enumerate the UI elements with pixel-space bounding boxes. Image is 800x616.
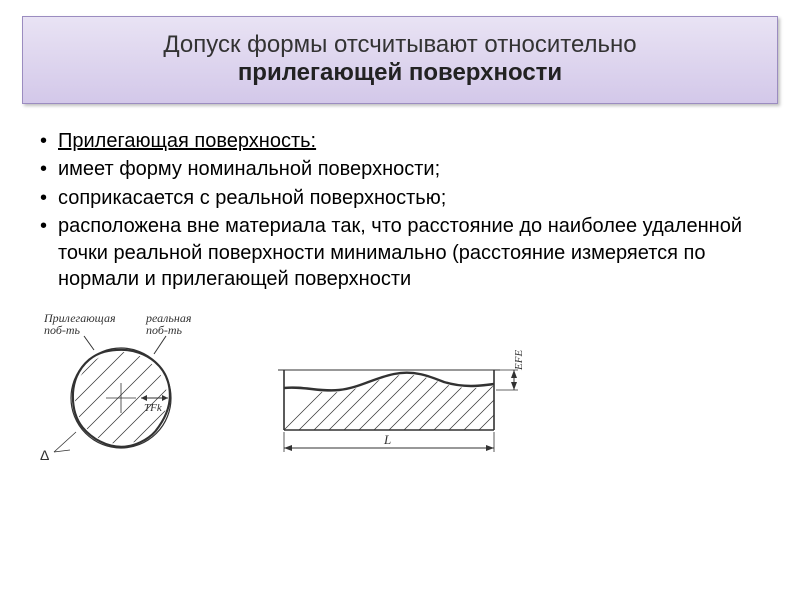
list-item-text: имеет форму номинальной поверхности;	[58, 158, 440, 180]
label-efe: EFE	[513, 350, 525, 371]
bullet-list-container: Прилегающая поверхность: имеет форму ном…	[0, 104, 800, 292]
list-item: соприкасается с реальной поверхностью;	[36, 185, 764, 211]
bullet-list: Прилегающая поверхность: имеет форму ном…	[36, 128, 764, 292]
label-length: L	[383, 432, 391, 447]
title-banner: Допуск формы отсчитывают относительно пр…	[22, 16, 778, 104]
label-adjacent-surface-2: поб-ть	[44, 323, 81, 337]
circle-diagram: Прилегающая поб-ть реальная поб-ть	[36, 310, 246, 470]
profile-diagram: L EFE	[264, 310, 554, 470]
title-line-1: Допуск формы отсчитывают относительно	[35, 31, 765, 59]
list-item: Прилегающая поверхность:	[36, 128, 764, 154]
list-item-text: расположена вне материала так, что расст…	[58, 215, 742, 290]
list-item: имеет форму номинальной поверхности;	[36, 156, 764, 182]
diagram-container: Прилегающая поб-ть реальная поб-ть	[0, 310, 800, 470]
list-item-text: соприкасается с реальной поверхностью;	[58, 187, 446, 209]
title-line-2: прилегающей поверхности	[35, 59, 765, 87]
label-real-surface-2: поб-ть	[146, 323, 183, 337]
list-item-text: Прилегающая поверхность:	[58, 130, 316, 152]
label-delta: Δ	[40, 447, 49, 463]
label-tfk: TFk	[144, 402, 163, 414]
list-item: расположена вне материала так, что расст…	[36, 213, 764, 292]
